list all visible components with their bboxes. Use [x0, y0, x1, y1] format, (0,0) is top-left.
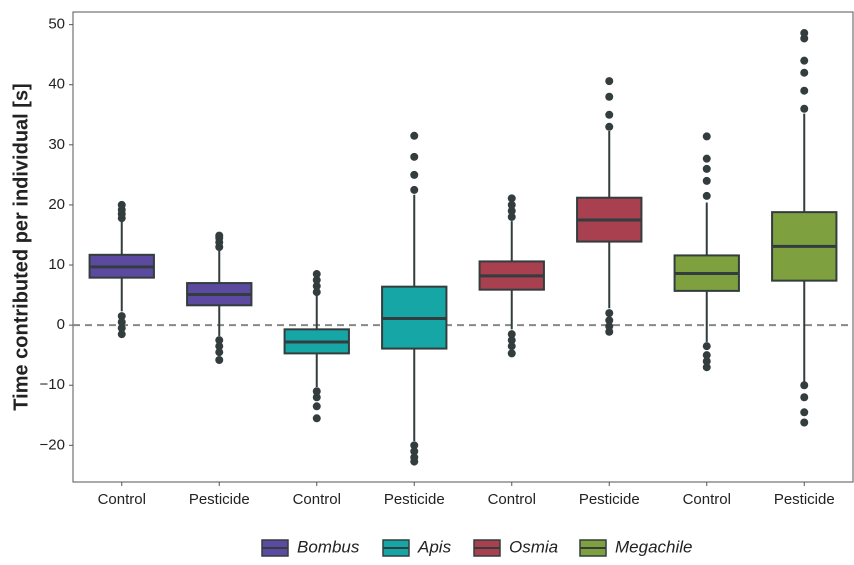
outlier	[702, 154, 711, 163]
panel-border	[72, 11, 854, 483]
outlier	[702, 351, 711, 360]
outlier	[312, 414, 321, 423]
x-tick-label: Pesticide	[774, 491, 835, 508]
outlier	[215, 342, 224, 351]
outlier	[117, 318, 126, 327]
outlier	[312, 270, 321, 279]
outlier	[215, 231, 224, 240]
outlier	[410, 185, 419, 194]
outlier	[605, 309, 614, 318]
outlier	[605, 327, 614, 336]
outlier	[312, 387, 321, 396]
outlier	[507, 342, 516, 351]
outlier	[312, 288, 321, 297]
y-tick-label: −20	[40, 436, 65, 453]
outlier	[410, 170, 419, 179]
outlier	[605, 110, 614, 119]
outlier	[507, 194, 516, 203]
outlier	[702, 363, 711, 372]
y-tick-label: 30	[48, 136, 65, 153]
x-tick-label: Pesticide	[189, 491, 250, 508]
legend-label: Apis	[417, 537, 452, 556]
outlier	[800, 56, 809, 65]
x-tick-label: Pesticide	[384, 491, 445, 508]
outlier	[702, 342, 711, 351]
outlier	[215, 348, 224, 357]
x-tick-label: Control	[293, 491, 341, 508]
outlier	[702, 191, 711, 200]
outlier	[800, 393, 809, 402]
outlier	[410, 152, 419, 161]
legend-label: Bombus	[297, 537, 360, 556]
outlier	[507, 349, 516, 358]
outlier	[507, 200, 516, 209]
outlier	[215, 336, 224, 345]
x-tick-label: Pesticide	[579, 491, 640, 508]
y-tick-label: 10	[48, 256, 65, 273]
outlier	[117, 312, 126, 321]
y-tick-label: 50	[48, 16, 65, 33]
outlier	[410, 441, 419, 450]
x-tick-label: Control	[98, 491, 146, 508]
outlier	[507, 206, 516, 215]
outlier	[605, 122, 614, 131]
outlier	[800, 29, 809, 38]
legend-label: Osmia	[509, 537, 558, 556]
outlier	[312, 402, 321, 411]
outlier	[702, 176, 711, 185]
outlier	[800, 408, 809, 417]
outlier	[117, 330, 126, 339]
outlier	[507, 212, 516, 221]
outlier	[312, 276, 321, 285]
outlier	[410, 457, 419, 466]
outlier	[800, 86, 809, 95]
outlier	[702, 357, 711, 366]
outlier	[800, 381, 809, 390]
outlier	[312, 282, 321, 291]
x-tick-label: Control	[488, 491, 536, 508]
y-tick-label: −10	[40, 376, 65, 393]
y-axis-label: Time contributed per individual [s]	[10, 83, 32, 410]
outlier	[410, 131, 419, 140]
outlier	[800, 68, 809, 77]
outlier	[605, 92, 614, 101]
outlier	[507, 330, 516, 339]
outlier	[312, 393, 321, 402]
outlier	[800, 418, 809, 427]
outlier	[800, 104, 809, 113]
outlier	[702, 164, 711, 173]
outlier	[605, 316, 614, 325]
y-tick-label: 0	[57, 316, 65, 333]
y-tick-label: 20	[48, 196, 65, 213]
outlier	[605, 77, 614, 86]
outlier	[507, 336, 516, 345]
legend-label: Megachile	[615, 537, 693, 556]
x-tick-label: Control	[683, 491, 731, 508]
y-tick-label: 40	[48, 76, 65, 93]
outlier	[117, 324, 126, 333]
outlier	[117, 200, 126, 209]
outlier	[215, 355, 224, 364]
outlier	[410, 447, 419, 456]
outlier	[702, 132, 711, 141]
